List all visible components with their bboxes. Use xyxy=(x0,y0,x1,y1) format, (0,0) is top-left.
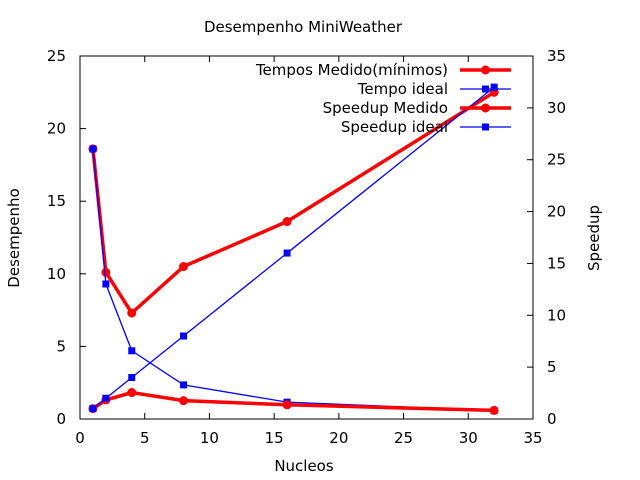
data-point xyxy=(127,388,137,398)
y2-tick-label: 20 xyxy=(547,203,566,221)
legend-entry: Speedup ideal xyxy=(341,118,511,136)
y-tick-label: 5 xyxy=(56,337,66,355)
y-axis-label: Desempenho xyxy=(5,188,23,287)
x-tick-label: 30 xyxy=(459,429,478,447)
y2-axis-label: Speedup xyxy=(585,205,603,271)
y2-tick-label: 5 xyxy=(547,358,557,376)
series-layer xyxy=(88,83,499,415)
y2-tick-label: 25 xyxy=(547,151,566,169)
y-tick-label: 0 xyxy=(56,410,66,428)
legend-label: Speedup ideal xyxy=(341,118,448,136)
legend-swatch-marker xyxy=(481,103,490,113)
series-line xyxy=(91,390,495,413)
x-axis-label: Nucleos xyxy=(274,457,334,475)
y2-axis-ticks: 0 5 10 15 20 25 30 35 xyxy=(527,47,566,428)
legend-swatch-marker xyxy=(482,85,489,93)
data-point xyxy=(101,267,111,277)
data-point xyxy=(490,83,498,91)
legend-swatch-marker xyxy=(481,65,490,75)
legend: Tempos Medido(mínimos)Tempo idealSpeedup… xyxy=(255,61,511,136)
y-axis-ticks: 0 5 10 15 20 25 xyxy=(47,47,86,428)
legend-entry: Speedup Medido xyxy=(323,99,511,117)
series-line xyxy=(91,90,496,315)
x-tick-label: 5 xyxy=(140,429,150,447)
legend-swatch-marker xyxy=(482,123,489,131)
legend-label: Speedup Medido xyxy=(323,99,448,117)
data-point xyxy=(282,217,292,227)
x-tick-label: 10 xyxy=(200,429,219,447)
x-tick-label: 20 xyxy=(329,429,348,447)
legend-entry: Tempo ideal xyxy=(357,80,511,98)
legend-label: Tempo ideal xyxy=(357,80,448,98)
series-3 xyxy=(88,388,499,415)
x-tick-label: 15 xyxy=(265,429,284,447)
plot-border xyxy=(79,55,534,420)
data-point xyxy=(179,396,189,406)
legend-label: Tempos Medido(mínimos) xyxy=(255,61,448,79)
data-point xyxy=(180,332,188,340)
data-point xyxy=(102,394,110,402)
series-4 xyxy=(89,83,498,413)
legend-entry: Tempos Medido(mínimos) xyxy=(255,61,511,79)
plot-frame xyxy=(79,55,534,420)
data-point xyxy=(180,381,188,389)
x-tick-label: 35 xyxy=(523,429,542,447)
data-point xyxy=(102,280,110,288)
data-point xyxy=(127,308,137,318)
x-tick-label: 0 xyxy=(75,429,85,447)
series-line xyxy=(92,148,495,412)
y-tick-label: 10 xyxy=(47,265,66,283)
y-tick-label: 25 xyxy=(47,47,66,65)
series-2 xyxy=(89,145,498,415)
y2-tick-label: 0 xyxy=(547,410,557,428)
data-point xyxy=(179,262,189,272)
data-point xyxy=(128,347,136,355)
data-point xyxy=(89,145,97,153)
data-point xyxy=(489,405,499,415)
y2-tick-label: 35 xyxy=(547,47,566,65)
chart-title: Desempenho MiniWeather xyxy=(204,18,403,36)
data-point xyxy=(282,400,292,410)
y-tick-label: 20 xyxy=(47,120,66,138)
data-point xyxy=(128,374,136,382)
y2-tick-label: 15 xyxy=(547,254,566,272)
y-tick-label: 15 xyxy=(47,192,66,210)
data-point xyxy=(89,405,97,413)
y2-tick-label: 30 xyxy=(547,99,566,117)
x-axis-ticks: 0 5 10 15 20 25 30 35 xyxy=(75,56,543,447)
x-tick-label: 25 xyxy=(394,429,413,447)
data-point xyxy=(283,249,291,257)
y2-tick-label: 10 xyxy=(547,306,566,324)
